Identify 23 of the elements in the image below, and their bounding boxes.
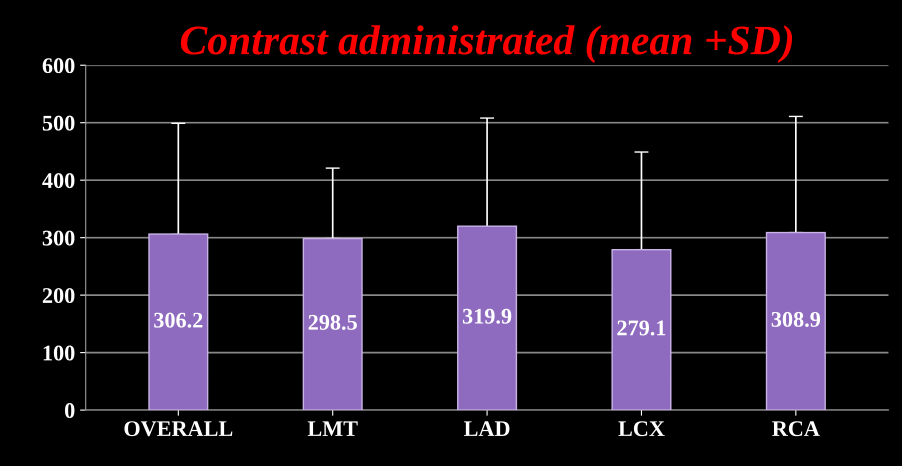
y-tick-label: 300	[42, 230, 74, 246]
x-tick-label: LCX	[618, 421, 665, 436]
data-label: 308.9	[772, 312, 820, 327]
chart-title: Contrast administrated (mean +SD)	[180, 25, 792, 64]
bar	[457, 226, 518, 410]
data-label: 279.1	[617, 320, 666, 336]
data-label: 306.2	[154, 312, 202, 328]
x-tick-label: RCA	[772, 421, 820, 436]
bar	[148, 233, 208, 410]
x-tick-label: LAD	[464, 421, 510, 436]
bar	[766, 232, 826, 410]
x-tick-label: LMT	[308, 421, 358, 436]
y-tick-label: 400	[42, 173, 74, 188]
data-label: 298.5	[308, 314, 357, 330]
y-tick-label: 100	[44, 346, 74, 361]
y-tick-label: 0	[65, 403, 74, 418]
y-tick-label: 200	[42, 288, 74, 304]
bar	[611, 248, 672, 410]
data-label: 319.9	[462, 308, 512, 324]
bar	[302, 238, 363, 410]
x-tick-label: OVERALL	[124, 421, 232, 436]
y-tick-label: 500	[42, 116, 74, 131]
y-tick-label: 600	[42, 58, 74, 74]
